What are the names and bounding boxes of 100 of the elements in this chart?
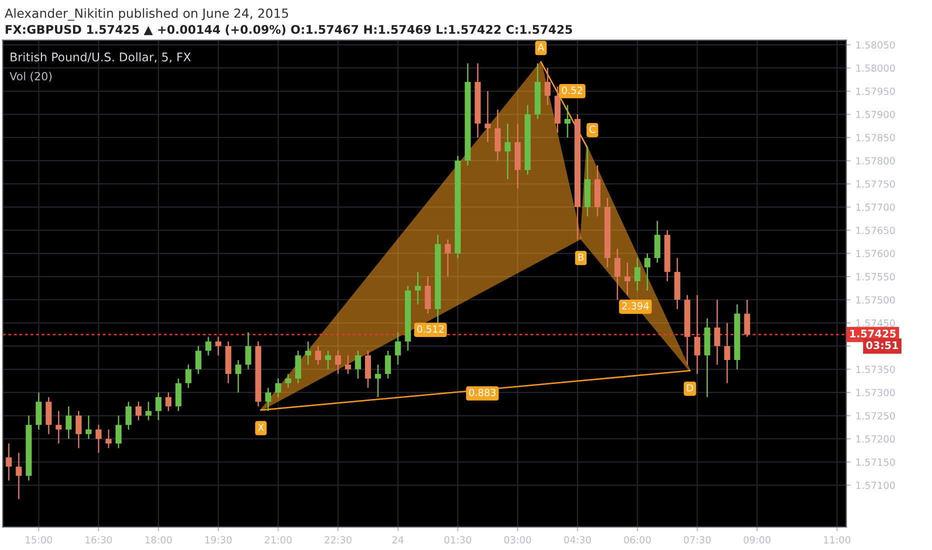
candlestick [126, 401, 132, 430]
candlestick [86, 415, 92, 440]
x-tick-label: 18:00 [146, 536, 172, 544]
y-tick-label: 1.57450 [856, 319, 895, 327]
text: Alexander_Nikitin published on June 24, 2015 [4, 8, 288, 21]
candlestick [136, 401, 142, 421]
candlestick [6, 442, 12, 482]
candlestick [315, 345, 322, 366]
ref-line-label: 1.57425 [850, 330, 896, 338]
candlestick [175, 378, 182, 412]
candlestick [494, 109, 501, 162]
candlestick [145, 401, 152, 421]
x-tick-label: 04:30 [564, 536, 591, 544]
annotation: X [258, 424, 264, 431]
candlestick [564, 104, 571, 138]
y-tick-label: 1.57100 [856, 482, 895, 490]
y-tick-label: 1.58050 [856, 41, 895, 49]
candlestick [116, 415, 122, 449]
candlestick [444, 238, 451, 278]
y-tick-label: 1.58000 [856, 64, 895, 72]
candlestick [544, 67, 551, 106]
candlestick [394, 332, 401, 366]
y-tick-label: 1.57600 [856, 250, 895, 258]
x-tick-label: 06:00 [624, 536, 651, 544]
y-tick-label: 1.57950 [856, 88, 895, 95]
candlestick [165, 392, 172, 412]
candlestick [305, 340, 312, 366]
y-tick-label: 1.57250 [856, 412, 895, 420]
x-tick-label: 07:30 [684, 536, 711, 544]
candlestick [235, 359, 242, 394]
x-tick-label: 16:30 [86, 536, 112, 544]
candlestick [374, 364, 381, 398]
candlestick [614, 248, 620, 300]
x-tick-label: 01:30 [444, 536, 472, 544]
candlestick [325, 350, 332, 370]
candlestick [744, 299, 750, 338]
text: Vol (20) [10, 72, 52, 82]
annotation: D [687, 384, 694, 392]
annotation: C [590, 126, 596, 133]
annotation: B [578, 254, 584, 261]
y-tick-label: 1.57650 [856, 226, 895, 234]
candlestick [106, 428, 112, 449]
x-tick-label: 19:30 [205, 536, 232, 544]
candlestick [155, 392, 162, 421]
y-tick-label: 1.57700 [856, 204, 895, 211]
y-tick-label: 1.57800 [856, 157, 895, 165]
candlestick [36, 392, 42, 430]
y-tick-label: 1.57300 [856, 388, 895, 396]
x-tick-label: 11:00 [824, 536, 850, 544]
candlestick [384, 350, 391, 380]
candlestick [634, 257, 640, 292]
candlestick [724, 322, 730, 384]
candlestick [245, 332, 252, 370]
candlestick [285, 373, 292, 388]
annotation: A [538, 44, 544, 51]
candlestick [46, 396, 52, 435]
x-tick-label: 24 [392, 536, 404, 544]
y-tick-label: 1.57200 [856, 435, 895, 443]
text: 03:51 [866, 341, 898, 350]
candlestick [654, 220, 660, 264]
x-tick-label: 15:00 [26, 536, 52, 544]
candlestick [335, 350, 342, 375]
annotation: 0.883 [469, 388, 496, 396]
annotation: 0.52 [562, 86, 582, 94]
candlestick [16, 452, 22, 500]
candlestick [424, 276, 431, 314]
candlestick [414, 271, 421, 306]
y-tick-label: 1.57750 [856, 180, 895, 188]
candlestick [694, 294, 700, 375]
candlestick [265, 387, 272, 412]
candlestick [644, 252, 650, 292]
y-tick-label: 1.57500 [856, 296, 895, 304]
candlestick [355, 350, 361, 380]
candlestick [275, 378, 282, 398]
text: FX:GBPUSD 1.57425 ▲ +0.00144 (+0.09%) O:1.57467 H:1.57469 L:1.57422 C:1.57425 [6, 24, 572, 36]
text: British Pound/U.S. Dollar, 5, FX [10, 52, 191, 63]
x-tick-label: 09:00 [744, 536, 770, 544]
annotation: 2.394 [622, 302, 649, 310]
candlestick [215, 336, 222, 356]
candlestick [714, 299, 720, 366]
candlestick [185, 364, 192, 388]
x-tick-label: 03:00 [504, 536, 532, 544]
x-tick-label: 22:30 [324, 536, 352, 544]
candlestick [484, 90, 491, 143]
candlestick [96, 424, 102, 454]
y-tick-label: 1.57900 [856, 110, 895, 118]
candlestick [624, 262, 630, 296]
x-tick-label: 21:00 [264, 536, 292, 544]
y-tick-label: 1.57150 [856, 458, 895, 466]
candlestick [66, 406, 72, 440]
annotation: 0.512 [417, 325, 444, 333]
candlestick [205, 336, 212, 356]
y-tick-label: 1.57550 [856, 273, 895, 280]
candlestick [195, 345, 202, 375]
y-tick-label: 1.57850 [856, 134, 895, 142]
y-tick-label: 1.57350 [856, 366, 895, 374]
candlestick [76, 410, 82, 449]
candlestick [504, 122, 511, 180]
candlestick [345, 354, 352, 375]
candlestick [295, 350, 302, 384]
